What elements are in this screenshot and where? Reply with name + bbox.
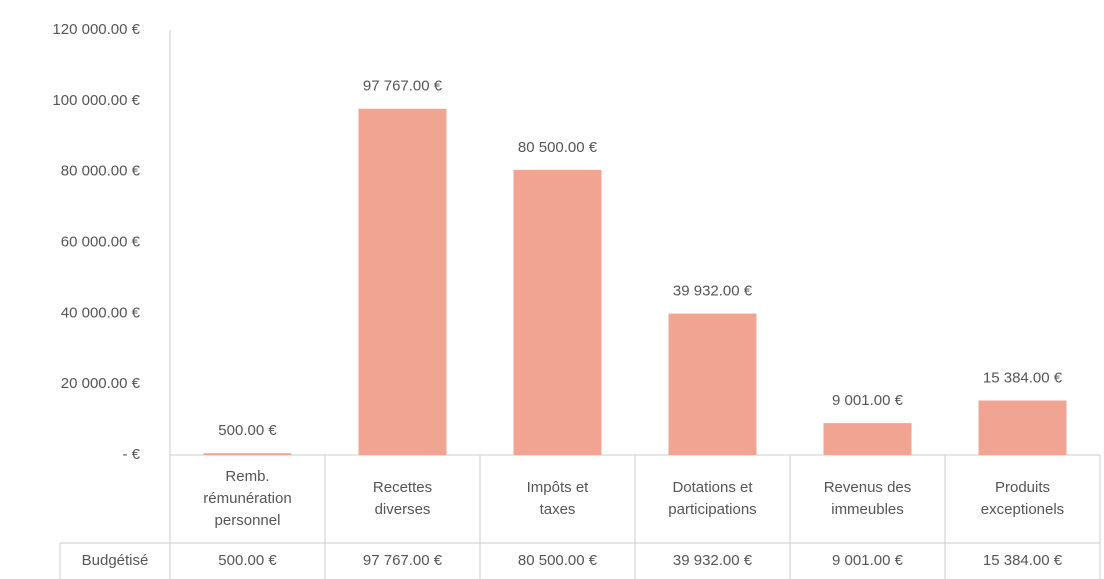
x-tick-label: Revenus des immeubles	[823, 479, 912, 518]
table-value: 39 932.00 €	[672, 552, 753, 569]
data-label: 80 500.00 €	[518, 139, 598, 156]
y-tick-label: 100 000.00 €	[52, 92, 140, 109]
y-tick-label: 40 000.00 €	[61, 304, 141, 321]
y-tick-label: 60 000.00 €	[61, 233, 141, 250]
x-tick-label: Remb. rémunération personnel	[203, 468, 292, 529]
y-tick-label: 20 000.00 €	[61, 375, 141, 392]
y-tick-label: - €	[122, 446, 140, 463]
data-label: 97 767.00 €	[363, 78, 443, 95]
data-label: 500.00 €	[218, 422, 277, 439]
y-tick-label: 80 000.00 €	[61, 163, 141, 180]
table-value: 15 384.00 €	[982, 552, 1063, 569]
bar	[513, 169, 602, 456]
bar	[358, 108, 447, 455]
y-tick-label: 120 000.00 €	[52, 21, 140, 38]
table-value: 9 001.00 €	[832, 552, 903, 569]
table-value: 80 500.00 €	[517, 552, 598, 569]
bar	[203, 453, 292, 455]
bar	[823, 423, 912, 455]
x-tick-label: Impôts et taxes	[526, 479, 589, 518]
table-value: 500.00 €	[218, 552, 277, 569]
bar	[668, 313, 757, 455]
data-label: 39 932.00 €	[673, 283, 753, 300]
x-tick-label: Dotations et participations	[668, 479, 757, 518]
bar	[978, 400, 1067, 455]
data-label: 15 384.00 €	[983, 369, 1063, 386]
data-label: 9 001.00 €	[832, 392, 904, 409]
table-value: 97 767.00 €	[362, 552, 443, 569]
x-tick-label: Recettes diverses	[372, 479, 433, 518]
x-tick-label: Produits exceptionels	[980, 479, 1065, 518]
legend-row-label: Budgétisé	[81, 552, 149, 569]
